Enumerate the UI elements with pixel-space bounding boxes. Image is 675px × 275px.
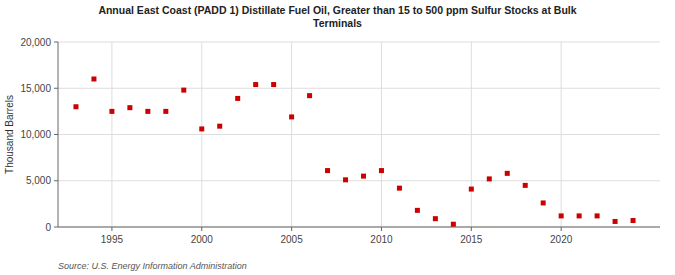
point	[451, 222, 456, 227]
point	[541, 200, 546, 205]
x-grid-line	[291, 42, 292, 227]
x-axis-line	[58, 227, 660, 228]
grid	[58, 42, 660, 227]
x-grid-line	[111, 42, 112, 227]
point	[343, 177, 348, 182]
axes: 0 5,000 10,000 15,000 20,000 1995 2000 2005 2010…	[20, 37, 660, 246]
y-grid-line	[58, 88, 660, 89]
point	[577, 213, 582, 218]
source-note: Source: U.S. Energy Information Administ…	[58, 261, 247, 271]
point	[163, 109, 168, 114]
y-grid-line	[58, 227, 660, 228]
point	[361, 174, 366, 179]
y-grid-line	[58, 134, 660, 135]
title-line: Annual East Coast (PADD 1) Distillate Fu…	[98, 4, 576, 16]
points	[73, 77, 635, 227]
y-tick	[54, 88, 58, 89]
point	[523, 183, 528, 188]
point	[325, 168, 330, 173]
y-grid-line	[58, 42, 660, 43]
x-tick	[471, 227, 472, 231]
point	[415, 208, 420, 213]
point	[253, 82, 258, 87]
y-tick-label: 15,000	[20, 83, 51, 94]
point	[271, 82, 276, 87]
chart: Annual East Coast (PADD 1) Distillate Fu…	[0, 0, 675, 275]
point	[217, 124, 222, 129]
y-axis-label: Thousand Barrels	[4, 95, 15, 174]
point	[307, 93, 312, 98]
point	[631, 218, 636, 223]
y-tick-label: 10,000	[20, 129, 51, 140]
point	[73, 104, 78, 109]
point	[469, 187, 474, 192]
x-grid-line	[471, 42, 472, 227]
point	[235, 96, 240, 101]
x-grid-line	[561, 42, 562, 227]
x-grid-line	[201, 42, 202, 227]
point	[109, 109, 114, 114]
point	[127, 105, 132, 110]
point	[379, 168, 384, 173]
point	[145, 109, 150, 114]
x-tick	[111, 227, 112, 231]
y-grid-line	[58, 180, 660, 181]
x-tick	[381, 227, 382, 231]
title: Annual East Coast (PADD 1) Distillate Fu…	[98, 4, 576, 29]
y-tick-label: 5,000	[26, 175, 51, 186]
y-tick-label: 20,000	[20, 37, 51, 48]
point	[487, 176, 492, 181]
x-tick-label: 2010	[370, 234, 393, 245]
x-tick-label: 1995	[101, 234, 124, 245]
chart-container: Annual East Coast (PADD 1) Distillate Fu…	[0, 0, 675, 275]
x-tick-label: 2020	[550, 234, 573, 245]
point	[559, 213, 564, 218]
x-tick-label: 2005	[280, 234, 303, 245]
point	[505, 171, 510, 176]
point	[613, 219, 618, 224]
y-tick	[54, 180, 58, 181]
x-tick	[201, 227, 202, 231]
point	[91, 77, 96, 82]
title-line: Terminals	[313, 17, 362, 29]
x-tick-label: 2000	[191, 234, 214, 245]
x-tick	[291, 227, 292, 231]
y-axis-line	[58, 42, 59, 227]
point	[289, 114, 294, 119]
x-grid-line	[381, 42, 382, 227]
point	[595, 213, 600, 218]
y-tick	[54, 42, 58, 43]
y-tick	[54, 227, 58, 228]
point	[181, 88, 186, 93]
y-tick	[54, 134, 58, 135]
x-tick-label: 2015	[460, 234, 483, 245]
point	[199, 126, 204, 131]
x-tick	[561, 227, 562, 231]
y-tick-label: 0	[45, 222, 51, 233]
point	[433, 216, 438, 221]
point	[397, 186, 402, 191]
